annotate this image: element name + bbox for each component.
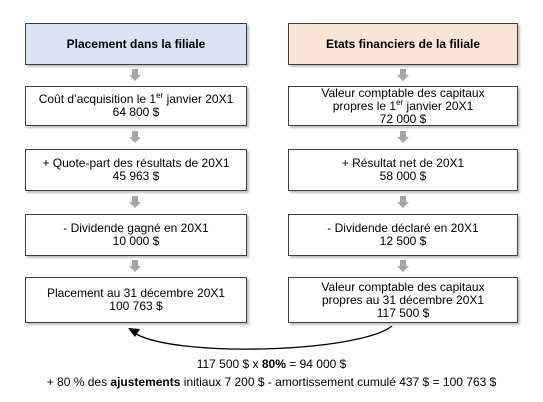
step-box: Placement au 31 décembre 20X1 100 763 $ bbox=[25, 277, 247, 323]
step-arrows bbox=[129, 69, 409, 272]
superscript: er bbox=[156, 91, 164, 100]
amount: 100 763 $ bbox=[109, 299, 163, 313]
header-text: Placement dans la filiale bbox=[66, 36, 206, 51]
amount: 12 500 $ bbox=[379, 234, 427, 248]
line: Coût d’acquisition le 1er janvier 20X1 bbox=[38, 91, 234, 106]
calculation: 117 500 $ x 80% = 94 000 $ + 80 % des aj… bbox=[0, 355, 543, 391]
line: + 80 % des ajustements initiaux 7 200 $ … bbox=[0, 373, 543, 391]
text: Valeur comptable des capitaux bbox=[321, 85, 485, 100]
text: 117 500 $ x bbox=[196, 357, 262, 371]
text: janvier 20X1 bbox=[163, 92, 234, 106]
text: + Résultat net de 20X1 bbox=[341, 156, 465, 170]
amount: 45 963 $ bbox=[112, 169, 160, 183]
step-box: - Dividende déclaré en 20X1 12 500 $ bbox=[288, 214, 518, 256]
amount: 10 000 $ bbox=[112, 234, 160, 248]
amount: 58 000 $ bbox=[379, 169, 427, 183]
text: Placement au 31 décembre 20X1 bbox=[46, 286, 226, 300]
text: Valeur comptable des capitaux bbox=[321, 279, 485, 294]
step-box: + Quote-part des résultats de 20X1 45 96… bbox=[25, 149, 247, 191]
text: = 94 000 $ bbox=[285, 357, 347, 371]
step-box: Valeur comptable des capitaux propres au… bbox=[288, 277, 518, 323]
superscript: er bbox=[396, 97, 404, 107]
text: + 80 % des bbox=[46, 375, 111, 389]
bold-text: 80% bbox=[261, 357, 286, 371]
text: - Dividende gagné en 20X1 bbox=[63, 221, 209, 235]
line: 117 500 $ x 80% = 94 000 $ bbox=[0, 355, 543, 373]
bold-text: ajustements bbox=[110, 375, 181, 389]
left-header: Placement dans la filiale bbox=[25, 23, 247, 65]
step-box: Coût d’acquisition le 1er janvier 20X1 6… bbox=[25, 86, 247, 126]
amount: 117 500 $ bbox=[376, 305, 430, 320]
amount: 64 800 $ bbox=[112, 105, 160, 119]
text: + Quote-part des résultats de 20X1 bbox=[42, 156, 230, 170]
line: propres le 1er janvier 20X1 bbox=[332, 97, 474, 113]
step-box: + Résultat net de 20X1 58 000 $ bbox=[288, 149, 518, 191]
amount: 72 000 $ bbox=[379, 111, 427, 126]
step-box: Valeur comptable des capitaux propres le… bbox=[288, 86, 518, 126]
text: - Dividende déclaré en 20X1 bbox=[327, 221, 479, 235]
text: propres au 31 décembre 20X1 bbox=[321, 292, 485, 307]
header-text: Etats financiers de la filiale bbox=[325, 36, 481, 51]
text: Coût d’acquisition le 1 bbox=[38, 92, 157, 106]
text: janvier 20X1 bbox=[403, 98, 474, 113]
right-header: Etats financiers de la filiale bbox=[288, 23, 518, 65]
transfer-arrow bbox=[135, 325, 393, 350]
text: initiaux 7 200 $ - amortissement cumulé … bbox=[180, 375, 497, 389]
text: propres le 1 bbox=[332, 98, 397, 113]
arrow-head bbox=[128, 328, 140, 337]
step-box: - Dividende gagné en 20X1 10 000 $ bbox=[25, 214, 247, 256]
